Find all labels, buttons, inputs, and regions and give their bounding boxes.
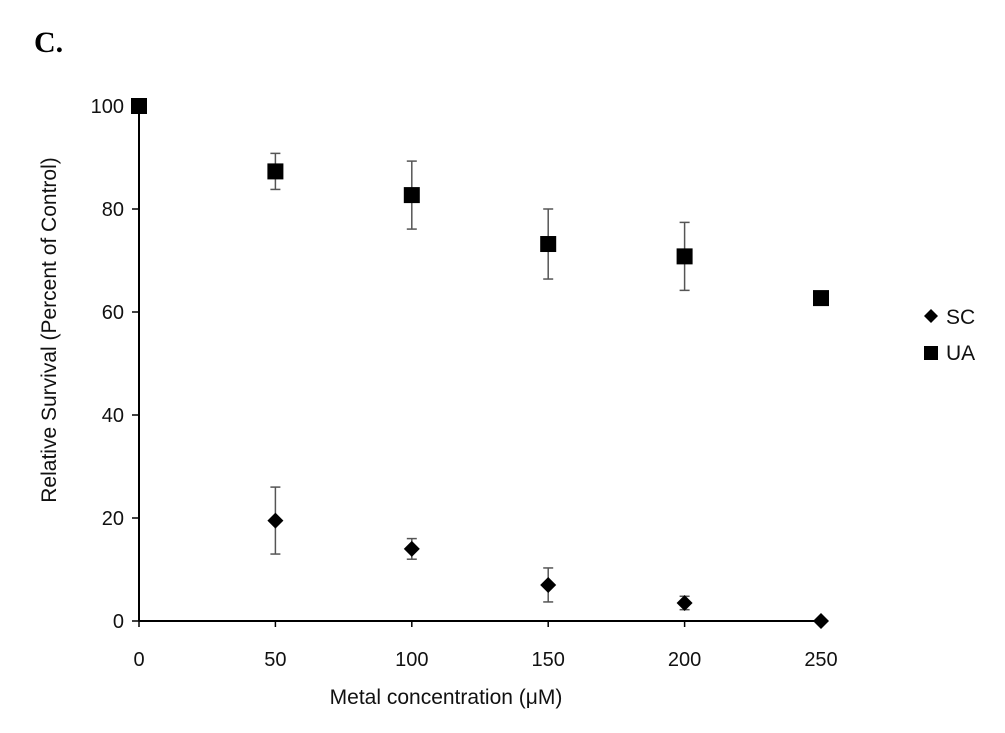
y-tick-label: 60 bbox=[102, 302, 124, 324]
legend-item-ua: UA bbox=[924, 342, 975, 365]
x-tick-label: 50 bbox=[264, 649, 286, 671]
legend-marker-ua bbox=[924, 346, 938, 360]
y-tick-label: 80 bbox=[102, 199, 124, 221]
axes bbox=[138, 104, 821, 622]
x-ticks: 0 50 100 150 200 250 bbox=[133, 621, 838, 671]
x-axis-title: Metal concentration (μM) bbox=[330, 686, 563, 709]
data-point-ua bbox=[267, 163, 284, 180]
legend-label-sc: SC bbox=[946, 306, 975, 329]
panel-label: C. bbox=[34, 26, 63, 59]
data-point-ua bbox=[676, 248, 693, 265]
data-point-sc bbox=[540, 576, 557, 593]
x-tick-label: 0 bbox=[133, 649, 144, 671]
y-tick-label: 40 bbox=[102, 405, 124, 427]
legend-label-ua: UA bbox=[946, 342, 975, 365]
legend-item-sc: SC bbox=[924, 306, 975, 329]
data-point-sc bbox=[403, 540, 420, 557]
x-tick-label: 250 bbox=[804, 649, 837, 671]
x-tick-label: 100 bbox=[395, 649, 428, 671]
data-point-sc bbox=[813, 613, 829, 629]
error-bars bbox=[270, 152, 826, 611]
markers bbox=[131, 98, 829, 629]
data-point-ua bbox=[403, 187, 420, 204]
legend-marker-sc bbox=[924, 309, 938, 323]
x-tick-label: 200 bbox=[668, 649, 701, 671]
legend: SC UA bbox=[924, 306, 975, 365]
data-point-sc bbox=[676, 594, 693, 611]
data-point-ua bbox=[540, 236, 557, 253]
x-tick-label: 150 bbox=[532, 649, 565, 671]
data-point-ua bbox=[131, 98, 147, 114]
data-point-sc bbox=[267, 512, 284, 529]
y-axis-title: Relative Survival (Percent of Control) bbox=[38, 157, 61, 502]
y-tick-label: 0 bbox=[113, 611, 124, 633]
y-ticks: 0 20 40 60 80 100 bbox=[91, 96, 139, 633]
y-tick-label: 20 bbox=[102, 508, 124, 530]
y-tick-label: 100 bbox=[91, 96, 124, 118]
data-point-ua bbox=[813, 290, 829, 307]
